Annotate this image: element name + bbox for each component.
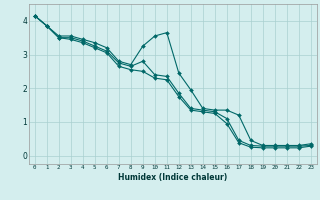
X-axis label: Humidex (Indice chaleur): Humidex (Indice chaleur) bbox=[118, 173, 228, 182]
